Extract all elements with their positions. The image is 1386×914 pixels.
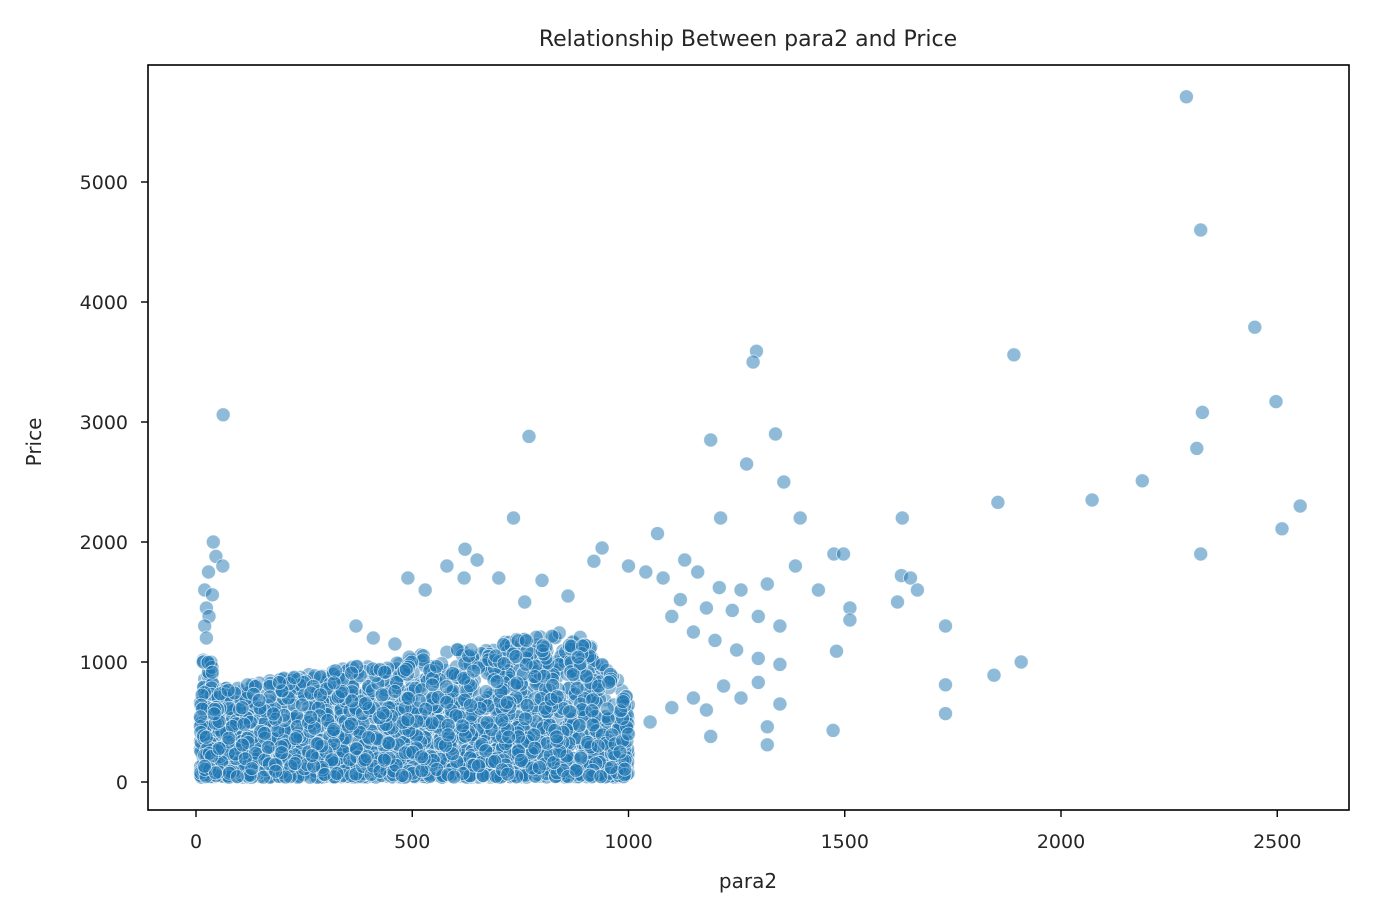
y-axis-label: Price [22,418,46,467]
x-tick-label: 2000 [1037,831,1085,853]
x-tick-label: 500 [394,831,430,853]
y-tick-label: 3000 [80,412,128,434]
plot-frame [147,64,1350,811]
x-tick-label: 1500 [821,831,869,853]
y-axis-ticks: 0 1000 2000 3000 4000 5000 [80,172,148,794]
y-tick-label: 4000 [80,292,128,314]
x-tick-label: 0 [190,831,202,853]
y-tick-label: 2000 [80,532,128,554]
x-axis-label: para2 [719,869,777,893]
x-tick-label: 1000 [604,831,652,853]
y-tick-label: 1000 [80,652,128,674]
y-tick-label: 0 [116,772,128,794]
scatter-points [192,89,1308,785]
x-axis-ticks: 0 500 1000 1500 2000 2500 [190,810,1301,853]
y-tick-label: 5000 [80,172,128,194]
chart-title: Relationship Between para2 and Price [539,27,957,52]
x-tick-label: 2500 [1253,831,1301,853]
